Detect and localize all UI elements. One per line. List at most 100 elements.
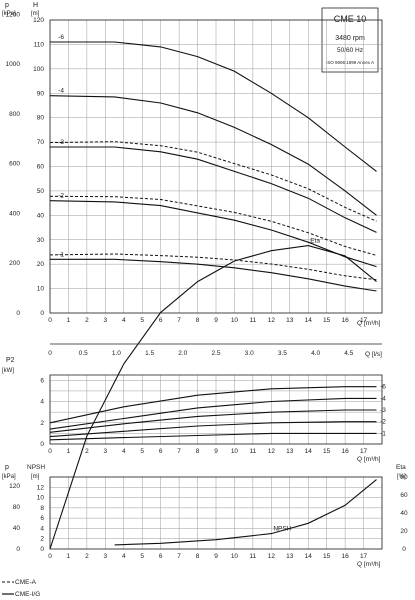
h-tick-label: 20	[37, 261, 45, 268]
eta-tick-label: 20	[400, 528, 408, 535]
h-tick-label: 40	[37, 212, 45, 219]
npsh-tick-label: 4	[40, 525, 44, 532]
p-tick-label: 600	[9, 161, 20, 168]
q-ls-tick-label: 0.5	[79, 350, 88, 357]
eta-tick-label: 60	[400, 492, 408, 499]
npsh-p-unit-bottom: [kPa]	[2, 474, 16, 480]
series-line	[49, 421, 377, 438]
x-tick-label: 3	[104, 553, 108, 560]
p2-axis-unit-bottom: [kW]	[2, 368, 14, 374]
q-m3h-axis-label-p2: Q [m³/h]	[357, 456, 381, 463]
p2-tick-label: 0	[40, 441, 44, 448]
npsh-unit-top: NPSH	[27, 464, 45, 471]
x-tick-label: 1	[67, 317, 71, 324]
h-tick-label: 90	[37, 90, 45, 97]
x-tick-label: 9	[214, 317, 218, 324]
h-tick-label: 60	[37, 164, 45, 171]
x-tick-label: 12	[268, 317, 276, 324]
model-speed: 3480 rpm	[335, 35, 365, 42]
q-ls-tick-label: 2.5	[211, 350, 220, 357]
p2-axis-unit-top: P2	[6, 357, 15, 364]
series-stage-label: -1	[380, 430, 386, 437]
x-tick-label: 15	[323, 317, 331, 324]
series-line	[49, 386, 377, 424]
x-tick-label: 16	[341, 448, 349, 455]
x-tick-label: 17	[360, 448, 368, 455]
x-tick-label: 5	[140, 553, 144, 560]
x-tick-label: 12	[268, 448, 276, 455]
q-ls-tick-label: 1.5	[145, 350, 154, 357]
x-tick-label: 10	[231, 317, 239, 324]
plot-frame	[49, 19, 383, 314]
h-tick-label: 50	[37, 188, 45, 195]
x-tick-label: 0	[48, 317, 52, 324]
series-stage-label: -3	[58, 139, 64, 146]
p2-tick-label: 4	[40, 399, 44, 406]
series-line	[50, 258, 377, 292]
x-tick-label: 5	[140, 448, 144, 455]
x-tick-label: 4	[122, 553, 126, 560]
series-line-dashed	[49, 253, 377, 281]
h-axis-unit-top: H	[33, 2, 38, 9]
plot-frame	[49, 374, 383, 445]
series-line	[50, 41, 377, 172]
x-tick-label: 16	[341, 317, 349, 324]
x-tick-label: 8	[196, 553, 200, 560]
curve-label: NPSH	[273, 526, 291, 533]
x-tick-label: 14	[305, 448, 313, 455]
series-stage-label: -3	[380, 407, 386, 414]
x-tick-label: 7	[177, 448, 181, 455]
x-tick-label: 4	[122, 317, 126, 324]
x-tick-label: 8	[196, 448, 200, 455]
series-stage-label: -1	[58, 251, 64, 258]
legend-dashed-label: CME-A	[15, 579, 37, 586]
x-tick-label: 14	[305, 553, 313, 560]
h-tick-label: 0	[40, 310, 44, 317]
h-axis-unit-bottom: [m]	[31, 11, 40, 17]
npsh-p-tick-label: 0	[16, 546, 20, 553]
x-tick-label: 6	[159, 317, 163, 324]
x-tick-label: 15	[323, 448, 331, 455]
chart-drawing-layer: 0 1 2 3 4 5 6 7 8 9 10 11 12 13 14 15 16 17-6-4-3-2-10 1 2 3…	[6, 11, 408, 560]
x-tick-label: 6	[159, 448, 163, 455]
npsh-tick-label: 8	[40, 505, 44, 512]
h-tick-label: 80	[37, 115, 45, 122]
h-tick-label: 30	[37, 237, 45, 244]
series-line	[49, 95, 377, 216]
npsh-p-tick-label: 40	[13, 525, 21, 532]
legend-solid-label: CME-I/G	[15, 591, 40, 598]
x-tick-label: 13	[286, 448, 294, 455]
x-tick-label: 14	[305, 317, 313, 324]
x-tick-label: 17	[360, 317, 368, 324]
series-line	[114, 479, 377, 546]
series-line-dashed	[49, 141, 377, 222]
q-ls-tick-label: 3.0	[245, 350, 254, 357]
q-ls-tick-label: 3.5	[278, 350, 287, 357]
x-tick-label: 8	[196, 317, 200, 324]
npsh-tick-label: 2	[40, 536, 44, 543]
q-ls-tick-label: 0	[48, 350, 52, 357]
series-stage-label: -6	[58, 34, 64, 41]
x-tick-label: 1	[67, 448, 71, 455]
plot-frame	[49, 476, 383, 550]
npsh-tick-label: 10	[37, 495, 45, 502]
q-ls-tick-label: 4.5	[344, 350, 353, 357]
eta-tick-label: 80	[400, 474, 408, 481]
series-line-dashed	[49, 195, 377, 256]
x-tick-label: 11	[250, 553, 257, 560]
series-line	[50, 146, 377, 233]
x-tick-label: 2	[85, 553, 89, 560]
q-m3h-axis-label: Q [m³/h]	[357, 320, 381, 327]
p-tick-label: 800	[9, 111, 20, 118]
x-tick-label: 11	[250, 448, 257, 455]
model-info-box	[321, 7, 379, 73]
series-stage-label: -2	[380, 419, 386, 426]
q-ls-tick-label: 4.0	[311, 350, 320, 357]
x-tick-label: 9	[214, 448, 218, 455]
x-tick-label: 11	[250, 317, 257, 324]
model-name: CME 10	[334, 14, 367, 24]
model-frequency: 50/60 Hz	[337, 47, 363, 54]
h-tick-label: 120	[33, 17, 44, 24]
h-tick-label: 110	[34, 41, 45, 48]
